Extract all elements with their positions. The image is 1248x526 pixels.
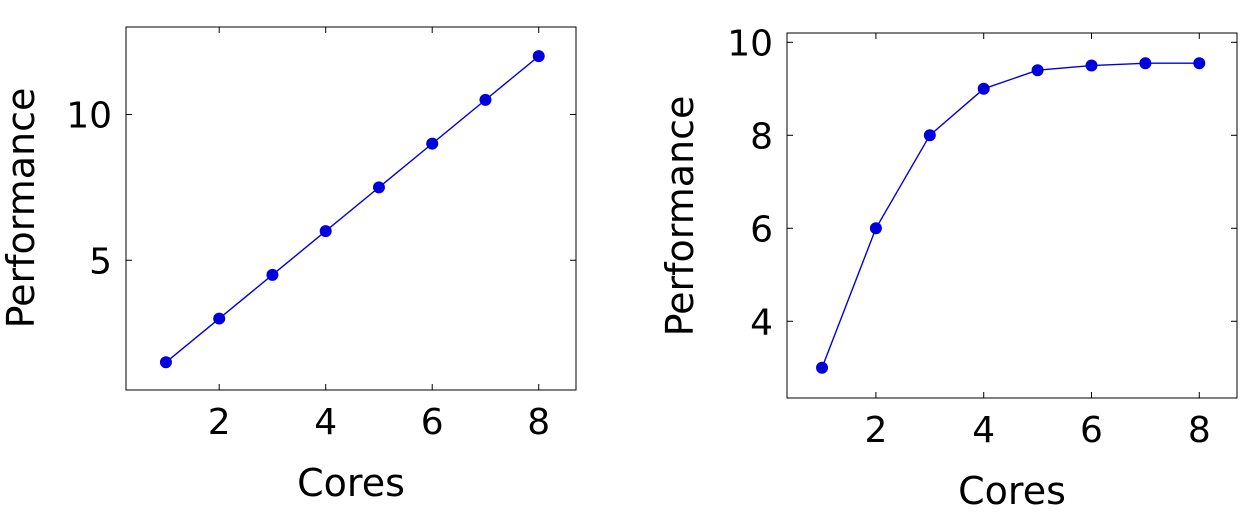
- x-axis-label: Cores: [958, 469, 1066, 513]
- y-tick-label: 4: [750, 302, 773, 343]
- series-line-layer: [165, 55, 540, 363]
- x-tick-labels: 2 4 6 8: [208, 402, 550, 443]
- series-line: [165, 55, 540, 363]
- tick-marks: [126, 27, 576, 390]
- x-tick-label: 6: [421, 402, 444, 443]
- data-point: [869, 222, 882, 235]
- x-tick-label: 8: [1188, 410, 1211, 451]
- x-tick-label: 8: [527, 402, 550, 443]
- y-tick-label: 6: [750, 209, 773, 250]
- data-points: [816, 57, 1206, 374]
- data-point: [372, 181, 385, 194]
- chart-left: 2 4 6 8 5 10 Cores Performance: [0, 26, 577, 505]
- data-point: [532, 50, 545, 63]
- data-point: [319, 225, 332, 238]
- data-point: [479, 93, 492, 106]
- tick-marks: [787, 33, 1237, 398]
- y-tick-label: 10: [727, 23, 773, 64]
- data-point: [1193, 57, 1206, 70]
- y-tick-label: 5: [89, 241, 112, 282]
- series-line: [821, 62, 1200, 369]
- x-tick-label: 2: [208, 402, 231, 443]
- x-tick-label: 4: [972, 410, 995, 451]
- data-point: [426, 137, 439, 150]
- x-tick-labels: 2 4 6 8: [864, 410, 1210, 451]
- plot-frame: [125, 26, 577, 391]
- x-axis-label: Cores: [297, 461, 405, 505]
- y-tick-label: 10: [66, 95, 112, 136]
- data-point: [266, 268, 279, 281]
- data-point: [159, 356, 172, 369]
- y-axis-label: Performance: [0, 88, 43, 329]
- data-point: [213, 312, 226, 325]
- y-tick-label: 8: [750, 116, 773, 157]
- data-point: [816, 361, 829, 374]
- data-point: [1031, 64, 1044, 77]
- x-tick-label: 6: [1080, 410, 1103, 451]
- data-point: [1085, 59, 1098, 72]
- x-tick-label: 2: [864, 410, 887, 451]
- data-point: [977, 82, 990, 95]
- series-line-layer: [821, 62, 1200, 369]
- y-tick-labels: 5 10: [66, 95, 112, 282]
- x-tick-label: 4: [314, 402, 337, 443]
- data-points: [159, 50, 545, 369]
- y-axis-label: Performance: [658, 96, 702, 337]
- y-tick-labels: 4 6 8 10: [727, 23, 773, 343]
- plot-frame: [786, 32, 1238, 399]
- data-point: [923, 129, 936, 142]
- data-point: [1139, 57, 1152, 70]
- chart-right: 2 4 6 8 4 6 8 10 Cores Performance: [658, 23, 1238, 513]
